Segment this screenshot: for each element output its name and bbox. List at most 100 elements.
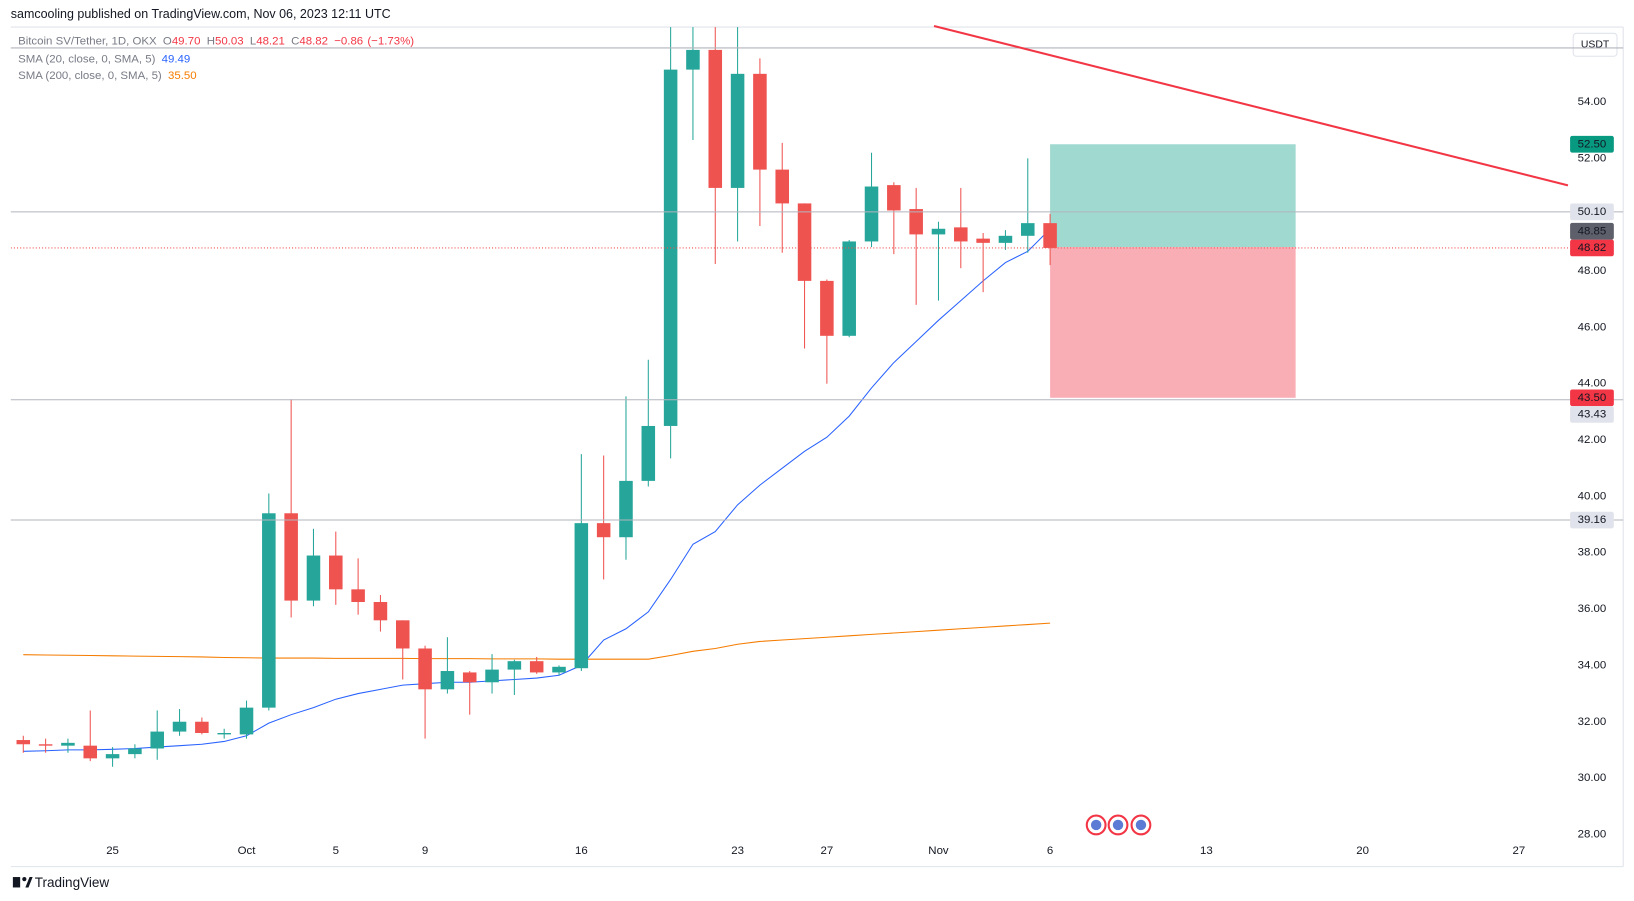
candle-body bbox=[641, 425, 656, 481]
x-tick-label: 9 bbox=[422, 845, 428, 857]
y-tick-label: 40.00 bbox=[1578, 490, 1607, 502]
y-tick-label: 30.00 bbox=[1578, 772, 1607, 784]
x-tick-label: Nov bbox=[928, 845, 949, 857]
logo-part bbox=[12, 877, 21, 888]
x-tick-label: 27 bbox=[821, 845, 834, 857]
candle-body bbox=[38, 744, 53, 746]
y-tick-label: 54.00 bbox=[1578, 96, 1607, 108]
price-tag bbox=[1570, 389, 1614, 407]
logo-part bbox=[25, 877, 33, 888]
candle-body bbox=[552, 666, 566, 673]
legend-series-name: SMA (20, close, 0, SMA, 5) bbox=[18, 53, 155, 65]
y-tick-label: 36.00 bbox=[1578, 603, 1607, 615]
x-tick-label: 6 bbox=[1047, 845, 1053, 857]
footer-logo bbox=[12, 877, 33, 888]
candle-body bbox=[217, 732, 231, 735]
candle-body bbox=[172, 721, 187, 732]
y-tick-label: 28.00 bbox=[1578, 828, 1607, 840]
legend-symbol: Bitcoin SV/Tether, 1D, OKX bbox=[18, 36, 157, 48]
legend-value: 48.82 bbox=[299, 36, 328, 48]
legend-key: H bbox=[207, 36, 215, 48]
price-tag bbox=[1570, 239, 1614, 257]
candle-body bbox=[931, 228, 946, 235]
legend-row: Bitcoin SV/Tether, 1D, OKX O49.70 H50.03 L 4… bbox=[18, 36, 414, 48]
legend-series-name: SMA (200, close, 0, SMA, 5) bbox=[18, 70, 162, 82]
legend-key: L bbox=[250, 36, 256, 48]
position-loss bbox=[1050, 247, 1296, 398]
candle-body bbox=[418, 648, 432, 690]
candle-body bbox=[842, 241, 856, 336]
event-flag bbox=[1112, 819, 1124, 831]
legend-series-value: 35.50 bbox=[168, 70, 197, 82]
legend-change-pct: (−1.73%) bbox=[367, 36, 414, 48]
candle-body bbox=[351, 589, 365, 603]
candle-body bbox=[686, 49, 700, 70]
candle-body bbox=[395, 620, 410, 649]
candle-body bbox=[195, 721, 209, 733]
candle-body bbox=[1021, 223, 1035, 236]
price-tag-label: 48.85 bbox=[1578, 225, 1607, 237]
legend-row: SMA (20, close, 0, SMA, 5) 49.49 bbox=[18, 53, 190, 65]
candle-body bbox=[730, 73, 745, 188]
header: samcooling published on TradingView.com,… bbox=[11, 7, 391, 21]
y-tick-label: 46.00 bbox=[1578, 321, 1607, 333]
y-tick-label: 42.00 bbox=[1578, 434, 1607, 446]
y-tick-label: 38.00 bbox=[1578, 547, 1607, 559]
x-tick-label: 13 bbox=[1200, 845, 1213, 857]
x-tick-label: 27 bbox=[1512, 845, 1525, 857]
event-icons bbox=[1085, 814, 1152, 836]
candle-body bbox=[954, 227, 968, 242]
candle-body bbox=[462, 672, 477, 683]
candle-body bbox=[864, 186, 879, 242]
event-flag bbox=[1135, 819, 1147, 831]
candle-body bbox=[820, 280, 834, 336]
x-tick-label: 23 bbox=[731, 845, 744, 857]
candle-body bbox=[708, 49, 723, 188]
plot-area bbox=[10, 27, 1569, 767]
price-tag bbox=[1570, 511, 1614, 529]
price-tag-label: 50.10 bbox=[1578, 206, 1607, 218]
legend-row: SMA (200, close, 0, SMA, 5) 35.50 bbox=[18, 70, 197, 82]
legend-key: C bbox=[291, 36, 299, 48]
candle-body bbox=[909, 209, 923, 235]
candle-body bbox=[775, 169, 790, 204]
candle-body bbox=[1043, 223, 1057, 248]
candle-body bbox=[61, 742, 75, 746]
legend-change: −0.86 bbox=[334, 36, 363, 48]
sma-line bbox=[23, 228, 1051, 752]
y-tick-label: 34.00 bbox=[1578, 659, 1607, 671]
candle-body bbox=[105, 754, 120, 759]
candle-body bbox=[887, 185, 901, 211]
legend-key: O bbox=[163, 36, 172, 48]
candle-body bbox=[306, 555, 321, 601]
legend-value: 50.03 bbox=[215, 36, 244, 48]
candle-body bbox=[574, 523, 589, 669]
y-tick-label: 48.00 bbox=[1578, 265, 1607, 277]
price-tag-label: 39.16 bbox=[1578, 514, 1607, 526]
candle-body bbox=[16, 740, 31, 745]
candle-body bbox=[507, 661, 522, 670]
price-tag-label: 52.50 bbox=[1578, 138, 1607, 150]
x-tick-label: 25 bbox=[106, 845, 119, 857]
candle-body bbox=[998, 235, 1013, 243]
price-tag-label: 43.50 bbox=[1578, 392, 1607, 404]
trend-line bbox=[933, 24, 1569, 187]
price-tag bbox=[1570, 406, 1614, 423]
candle-body bbox=[262, 513, 276, 708]
price-tag bbox=[1570, 135, 1614, 153]
price-tag bbox=[1570, 203, 1614, 221]
x-tick-label: Oct bbox=[238, 845, 257, 857]
legend-value: 49.70 bbox=[172, 36, 201, 48]
candle-body bbox=[797, 203, 812, 281]
candle-body bbox=[485, 669, 499, 683]
price-tag-label: 43.43 bbox=[1578, 408, 1607, 420]
candle-body bbox=[239, 707, 254, 735]
currency-label[interactable]: USDT bbox=[1581, 40, 1610, 51]
currency-button[interactable] bbox=[1572, 32, 1618, 57]
x-tick-label: 16 bbox=[575, 845, 588, 857]
footer: TradingView bbox=[35, 875, 110, 890]
candle-body bbox=[329, 555, 343, 590]
legend-series-value: 49.49 bbox=[162, 53, 191, 65]
